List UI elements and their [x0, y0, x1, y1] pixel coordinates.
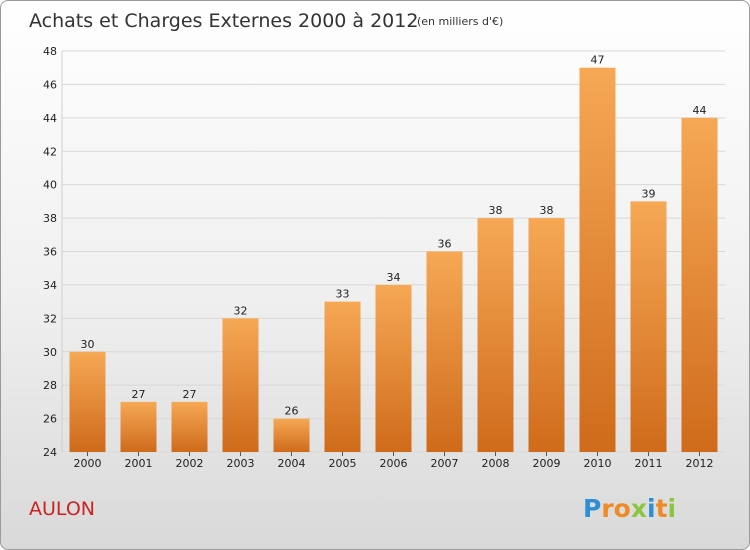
commune-name: AULON	[29, 498, 95, 520]
y-tick-label: 42	[43, 145, 57, 158]
bar-value-label: 47	[591, 54, 605, 67]
logo-letter: i	[647, 494, 656, 523]
bar-value-label: 36	[438, 238, 452, 251]
bar	[273, 418, 310, 452]
bar	[681, 117, 718, 452]
x-tick-label: 2008	[482, 457, 510, 470]
logo-letter: t	[656, 494, 668, 523]
logo-letter: o	[614, 494, 631, 523]
chart-subtitle: (en milliers d'€)	[417, 15, 503, 28]
logo-letter: i	[668, 494, 677, 523]
bar-value-label: 30	[81, 338, 95, 351]
bar	[528, 218, 565, 452]
x-tick-label: 2001	[125, 457, 153, 470]
bar-value-label: 34	[387, 271, 401, 284]
y-tick-label: 28	[43, 379, 57, 392]
x-tick-label: 2005	[329, 457, 357, 470]
y-tick-label: 30	[43, 346, 57, 359]
x-tick-label: 2012	[686, 457, 714, 470]
bar	[477, 218, 514, 452]
y-tick-label: 48	[43, 45, 57, 58]
x-tick-label: 2006	[380, 457, 408, 470]
bar-value-label: 39	[642, 187, 656, 200]
bar-value-label: 27	[183, 388, 197, 401]
x-tick-label: 2000	[74, 457, 102, 470]
bar	[579, 67, 616, 452]
bar-value-label: 27	[132, 388, 146, 401]
x-tick-label: 2011	[635, 457, 663, 470]
x-tick-label: 2002	[176, 457, 204, 470]
bars: 30 27 27 32 26 33 34 36 38 38 47 39 44	[69, 54, 718, 452]
x-tick-label: 2004	[278, 457, 306, 470]
bar	[222, 318, 259, 452]
x-tick-label: 2010	[584, 457, 612, 470]
bar-value-label: 44	[693, 104, 707, 117]
bar	[324, 301, 361, 452]
bar	[426, 251, 463, 452]
x-axis: 2000 2001 2002 2003 2004 2005 2006 2007 2008 2009…	[74, 452, 714, 470]
y-tick-label: 46	[43, 78, 57, 91]
y-tick-label: 24	[43, 446, 57, 459]
bar-value-label: 26	[285, 405, 299, 418]
y-tick-label: 40	[43, 179, 57, 192]
chart-title: Achats et Charges Externes 2000 à 2012	[29, 10, 418, 32]
y-axis: 24 26 28 30 32 34 36 38 40 42 44 46 48	[43, 45, 63, 459]
y-tick-label: 36	[43, 246, 57, 259]
bar	[375, 284, 412, 452]
y-tick-label: 44	[43, 112, 57, 125]
bar	[69, 351, 106, 452]
x-tick-label: 2009	[533, 457, 561, 470]
proxiti-logo: Proxiti	[583, 494, 676, 523]
x-tick-label: 2007	[431, 457, 459, 470]
bar-value-label: 38	[540, 204, 554, 217]
y-tick-label: 32	[43, 312, 57, 325]
bar-value-label: 33	[336, 288, 350, 301]
y-tick-label: 34	[43, 279, 57, 292]
bar-value-label: 38	[489, 204, 503, 217]
bar-value-label: 32	[234, 304, 248, 317]
logo-letter: r	[601, 494, 614, 523]
y-tick-label: 26	[43, 413, 57, 426]
bar	[171, 401, 208, 452]
bar	[120, 401, 157, 452]
y-tick-label: 38	[43, 212, 57, 225]
logo-letter: x	[631, 494, 647, 523]
logo-letter: P	[583, 494, 601, 523]
x-tick-label: 2003	[227, 457, 255, 470]
bar	[630, 201, 667, 452]
